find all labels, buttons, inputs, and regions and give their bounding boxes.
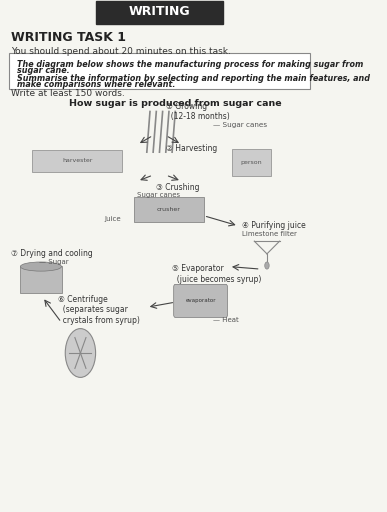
Text: — Sugar canes: — Sugar canes — [213, 122, 267, 128]
Text: ③ Crushing: ③ Crushing — [156, 183, 200, 192]
Circle shape — [65, 329, 96, 377]
Text: Sugar canes: Sugar canes — [137, 193, 180, 198]
Text: — Heat: — Heat — [213, 317, 239, 323]
Text: ⑤ Evaporator
  (juice becomes syrup): ⑤ Evaporator (juice becomes syrup) — [172, 265, 262, 284]
Text: make comparisons where relevant.: make comparisons where relevant. — [17, 80, 176, 89]
Text: crusher: crusher — [157, 207, 181, 212]
Text: Summarise the information by selecting and reporting the main features, and: Summarise the information by selecting a… — [17, 74, 370, 83]
Text: ④ Purifying juice: ④ Purifying juice — [241, 221, 305, 230]
Text: harvester: harvester — [62, 158, 92, 163]
Text: Juice: Juice — [105, 216, 122, 222]
FancyBboxPatch shape — [33, 150, 122, 172]
Text: ① Growing
  (12-18 months): ① Growing (12-18 months) — [166, 102, 229, 121]
Text: evaporator: evaporator — [185, 298, 216, 303]
FancyBboxPatch shape — [231, 148, 271, 176]
FancyBboxPatch shape — [96, 1, 223, 24]
Ellipse shape — [21, 262, 62, 271]
Text: The diagram below shows the manufacturing process for making sugar from: The diagram below shows the manufacturin… — [17, 60, 363, 69]
Text: WRITING: WRITING — [128, 5, 190, 18]
Text: sugar cane.: sugar cane. — [17, 67, 70, 75]
Text: How sugar is produced from sugar cane: How sugar is produced from sugar cane — [69, 99, 282, 109]
FancyBboxPatch shape — [20, 266, 62, 293]
FancyBboxPatch shape — [174, 284, 228, 317]
Text: Limestone filter: Limestone filter — [241, 230, 296, 237]
Text: Write at least 150 words.: Write at least 150 words. — [11, 89, 125, 98]
Text: — Sugar: — Sugar — [39, 260, 69, 266]
Text: ⑥ Centrifuge
  (separates sugar
  crystals from syrup): ⑥ Centrifuge (separates sugar crystals f… — [58, 295, 140, 325]
Text: You should spend about 20 minutes on this task.: You should spend about 20 minutes on thi… — [11, 47, 231, 56]
Text: ② Harvesting: ② Harvesting — [166, 144, 217, 153]
FancyBboxPatch shape — [134, 197, 204, 222]
Text: ⑦ Drying and cooling: ⑦ Drying and cooling — [11, 249, 92, 259]
Text: person: person — [240, 160, 262, 165]
FancyBboxPatch shape — [9, 53, 310, 89]
Text: WRITING TASK 1: WRITING TASK 1 — [11, 31, 126, 44]
Circle shape — [265, 262, 269, 269]
